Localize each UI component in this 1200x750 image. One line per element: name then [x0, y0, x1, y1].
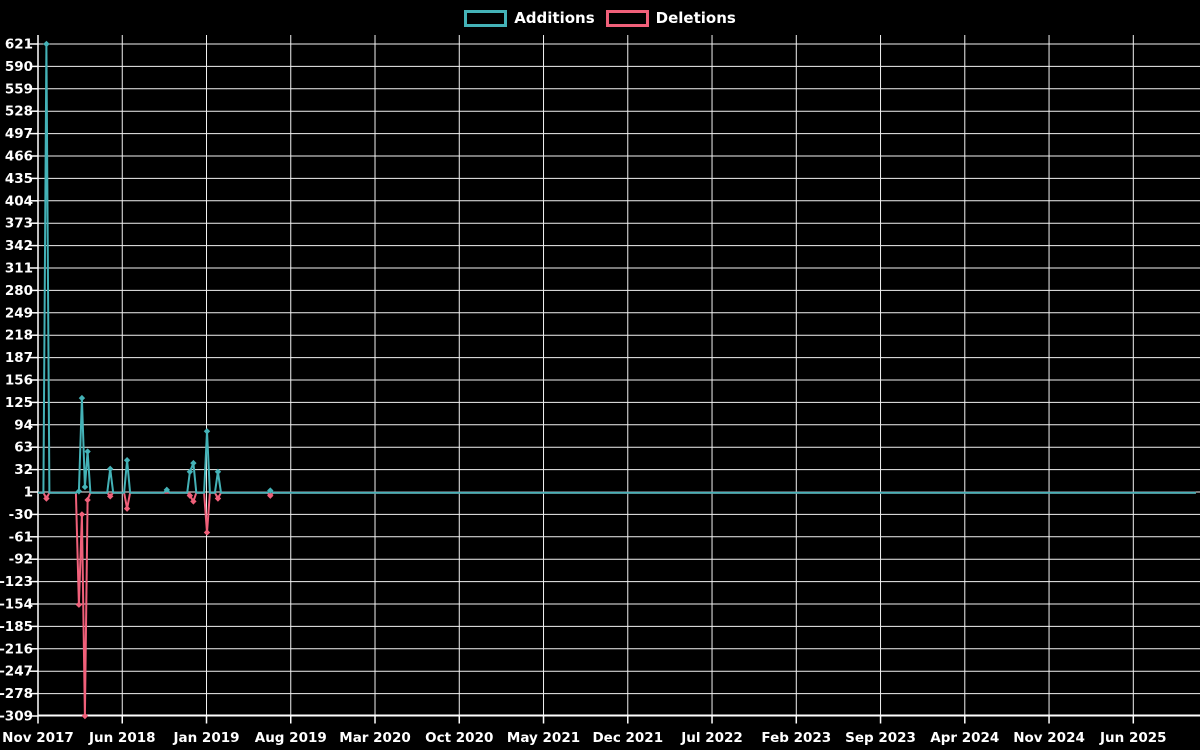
y-tick-label: -92	[9, 552, 33, 568]
x-tick-label: Dec 2021	[592, 730, 663, 746]
series-line-additions[interactable]	[38, 43, 1196, 494]
axes	[30, 35, 1200, 724]
y-tick-label: 1	[24, 485, 33, 501]
x-tick-label: Jun 2025	[1099, 730, 1167, 746]
y-tick-label: -185	[0, 619, 33, 635]
y-tick-label: 559	[5, 81, 33, 97]
x-tick-label: Jan 2019	[172, 730, 239, 746]
x-tick-label: Jul 2022	[680, 730, 743, 746]
y-tick-label: -309	[0, 709, 33, 725]
y-tick-label: 32	[14, 462, 33, 478]
x-tick-label: Apr 2024	[930, 730, 999, 746]
y-tick-label: 280	[5, 283, 33, 299]
x-tick-label: Aug 2019	[255, 730, 327, 746]
data-point-marker[interactable]	[78, 511, 86, 518]
data-point-marker[interactable]	[123, 457, 131, 464]
y-tick-label: 373	[5, 216, 33, 232]
data-point-marker[interactable]	[84, 496, 91, 504]
y-tick-label: -123	[0, 574, 33, 590]
x-tick-label: Jun 2018	[88, 730, 156, 746]
data-point-marker[interactable]	[190, 498, 197, 505]
y-tick-label: -278	[0, 686, 33, 702]
data-point-marker[interactable]	[163, 486, 170, 494]
y-tick-label: 187	[5, 350, 33, 366]
legend-item-additions[interactable]: Additions	[464, 8, 595, 27]
y-tick-label: 590	[5, 59, 33, 75]
y-tick-label: 249	[5, 305, 33, 321]
x-tick-label: Mar 2020	[339, 730, 410, 746]
y-tick-label: 342	[5, 238, 33, 254]
data-point-marker[interactable]	[203, 428, 211, 435]
data-point-marker[interactable]	[43, 495, 50, 502]
data-point-marker[interactable]	[43, 40, 50, 48]
data-point-marker[interactable]	[203, 529, 211, 536]
x-tick-label: Oct 2020	[425, 730, 493, 746]
y-tick-label: 63	[14, 440, 33, 456]
y-tick-label: 435	[5, 171, 33, 187]
x-tick-label: Nov 2024	[1013, 730, 1085, 746]
y-tick-label: 94	[14, 417, 33, 433]
y-tick-label: 156	[5, 373, 33, 389]
series-additions	[38, 40, 1196, 495]
y-tick-label: 218	[5, 328, 33, 344]
data-point-marker[interactable]	[81, 483, 89, 491]
legend: Additions Deletions	[0, 7, 1200, 29]
tick-labels: 621 590 559 528 497 466 435 404 373 342 311 280 249 2…	[0, 37, 1167, 747]
data-point-marker[interactable]	[186, 468, 194, 475]
y-tick-label: -154	[0, 597, 33, 613]
legend-label-deletions: Deletions	[655, 8, 736, 27]
y-tick-label: 125	[5, 395, 33, 411]
x-tick-label: Sep 2023	[845, 730, 916, 746]
data-point-marker[interactable]	[84, 448, 91, 455]
data-point-marker[interactable]	[75, 601, 83, 608]
y-tick-label: 621	[5, 37, 33, 53]
data-point-marker[interactable]	[190, 459, 197, 467]
data-point-marker[interactable]	[107, 465, 114, 473]
x-tick-label: May 2021	[507, 730, 580, 746]
y-tick-label: 404	[5, 193, 33, 209]
gridlines	[37, 35, 1200, 717]
additions-swatch-icon	[464, 9, 508, 27]
y-tick-label: -216	[0, 641, 33, 657]
legend-item-deletions[interactable]: Deletions	[605, 8, 736, 27]
data-point-marker[interactable]	[78, 394, 86, 402]
data-point-marker[interactable]	[214, 468, 222, 475]
data-point-marker[interactable]	[123, 505, 131, 512]
y-tick-label: 466	[5, 149, 33, 165]
y-tick-label: -30	[9, 507, 33, 523]
series-deletions	[38, 491, 1196, 720]
data-point-marker[interactable]	[107, 493, 114, 500]
data-point-marker[interactable]	[75, 488, 83, 495]
y-tick-label: 497	[5, 126, 33, 142]
y-tick-label: -61	[9, 529, 33, 545]
x-tick-label: Nov 2017	[2, 730, 74, 746]
x-tick-label: Feb 2023	[761, 730, 831, 746]
y-tick-label: 311	[5, 261, 33, 277]
y-tick-label: 528	[5, 104, 33, 120]
data-point-marker[interactable]	[267, 492, 274, 499]
y-tick-label: -247	[0, 664, 33, 680]
data-point-marker[interactable]	[214, 495, 222, 502]
data-point-marker[interactable]	[81, 712, 89, 720]
data-point-marker[interactable]	[186, 492, 194, 499]
legend-label-additions: Additions	[514, 8, 595, 27]
data-point-marker[interactable]	[267, 487, 274, 494]
deletions-swatch-icon	[605, 9, 649, 27]
